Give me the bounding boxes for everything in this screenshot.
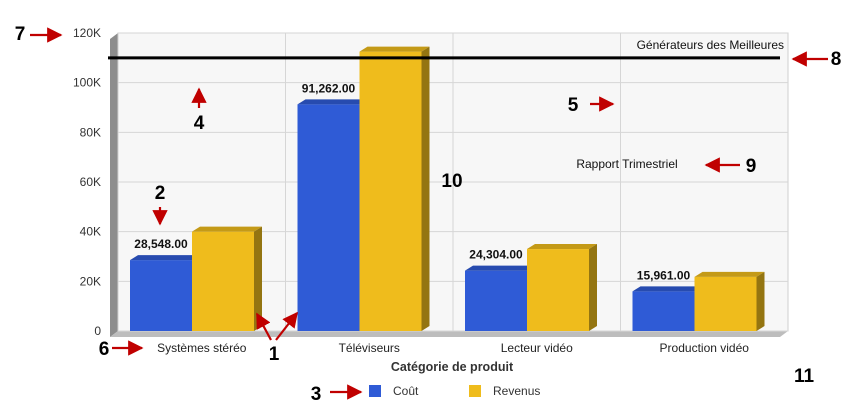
x-tick-label: Lecteur vidéo: [501, 341, 573, 355]
x-tick-label: Systèmes stéréo: [157, 341, 247, 355]
x-tick-label: Production vidéo: [660, 341, 750, 355]
bar: [694, 271, 765, 331]
legend-label: Coût: [393, 384, 419, 398]
callout-number: 3: [311, 384, 322, 405]
bar: [359, 46, 430, 331]
callout-number: 4: [194, 113, 205, 134]
y-tick-label: 20K: [80, 274, 101, 288]
callout-arrow: [275, 311, 298, 341]
callout-number: 6: [99, 339, 110, 360]
y-tick-label: 80K: [80, 125, 101, 139]
legend: Coût Revenus: [369, 384, 540, 398]
y-tick-label: 60K: [80, 175, 101, 189]
x-tick-label: Téléviseurs: [339, 341, 400, 355]
callout-number: 1: [269, 344, 280, 365]
data-label: 28,548.00: [134, 237, 188, 251]
annotation-text: Rapport Trimestriel: [576, 157, 677, 171]
data-label: 91,262.00: [302, 81, 356, 95]
callout-number: 2: [155, 183, 166, 204]
bar: [192, 226, 262, 331]
data-label: 15,961.00: [637, 268, 691, 282]
y-tick-label: 0: [94, 324, 101, 338]
legend-label: Revenus: [493, 384, 540, 398]
y-tick-label: 120K: [73, 26, 101, 40]
y-tick-label: 40K: [80, 225, 101, 239]
x-axis-title: Catégorie de produit: [391, 360, 514, 374]
y-tick-label: 100K: [73, 76, 101, 90]
data-label: 24,304.00: [469, 248, 523, 262]
bar: [130, 255, 200, 331]
legend-swatch: [469, 385, 481, 397]
reference-line-label: Générateurs des Meilleures: [637, 38, 784, 52]
plot-side-wall: [110, 33, 118, 337]
legend-swatch: [369, 385, 381, 397]
callout-number: 8: [831, 49, 842, 70]
bar: [632, 286, 703, 331]
callout-number: 7: [15, 24, 26, 45]
bar: [465, 265, 535, 331]
bar: [297, 99, 368, 332]
callout-number: 11: [794, 366, 815, 387]
callout-arrow: [256, 312, 272, 341]
callout-number: 5: [568, 95, 579, 116]
annotation-number: 10: [441, 171, 462, 192]
callout-number: 9: [746, 156, 757, 177]
plot-floor: [110, 331, 788, 337]
bar: [527, 244, 597, 331]
